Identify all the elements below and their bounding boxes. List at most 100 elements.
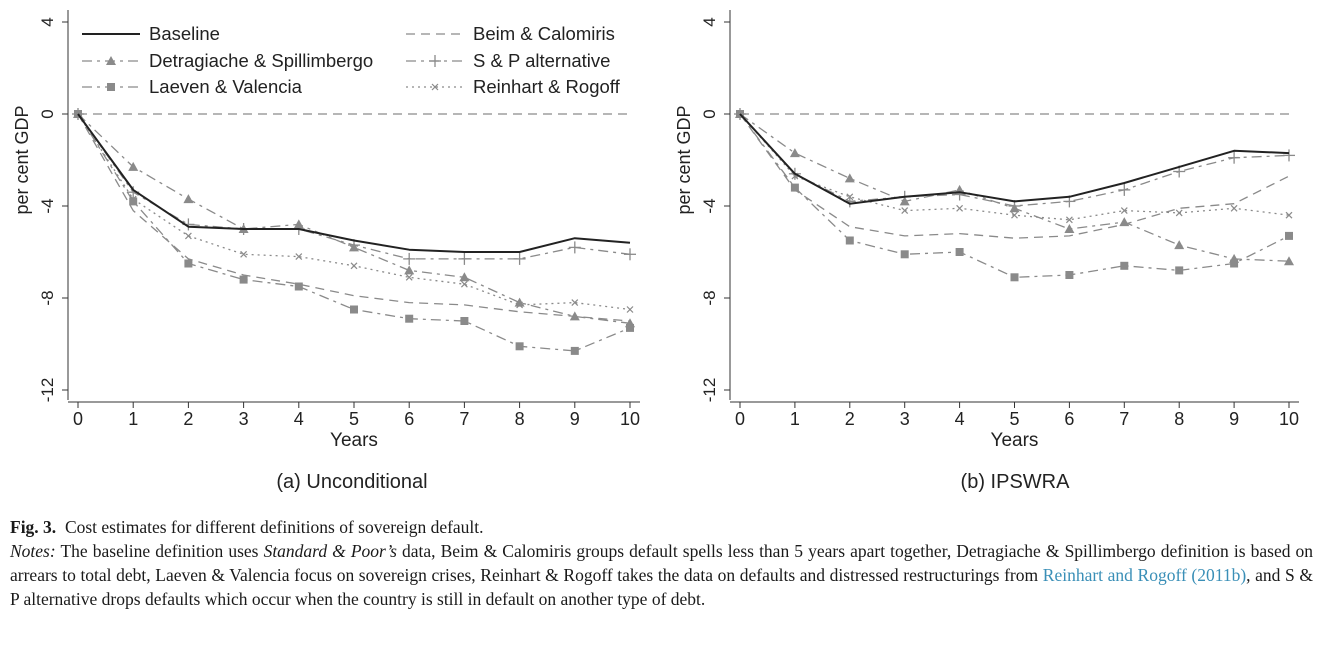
data-point-detragiache-and-spillimbergo bbox=[1174, 240, 1185, 250]
x-tick-label: 5 bbox=[349, 409, 359, 429]
data-point-s-and-p-alternative bbox=[1228, 151, 1241, 164]
data-point-s-and-p-alternative bbox=[513, 252, 526, 265]
y-axis-label: per cent GDP bbox=[674, 105, 694, 214]
x-tick-label: 1 bbox=[128, 409, 138, 429]
data-point-laeven-and-valencia bbox=[294, 282, 303, 291]
data-point-reinhart-and-rogoff bbox=[626, 306, 634, 313]
chart-panel-a: 4 0 -4 -8 -12 per cent GDP 0 1 2 3 4 5 6 7 8 9 10 Years (a… bbox=[12, 10, 640, 493]
data-point-s-and-p-alternative bbox=[1283, 149, 1295, 162]
legend-item-detragiache-and-spillimbergo: Detragiache & Spillimbergo bbox=[82, 50, 373, 71]
data-point-detragiache-and-spillimbergo bbox=[569, 311, 580, 321]
y-tick-label: 0 bbox=[38, 109, 57, 118]
x-tick-label: 6 bbox=[1064, 409, 1074, 429]
series-line-detragiache-and-spillimbergo bbox=[739, 113, 1290, 262]
series-s-and-p-alternative bbox=[734, 108, 1295, 212]
panel-title: (b) IPSWRA bbox=[961, 471, 1071, 493]
data-point-laeven-and-valencia bbox=[1065, 271, 1074, 279]
x-tick-label: 2 bbox=[845, 409, 855, 429]
data-point-reinhart-and-rogoff bbox=[350, 262, 358, 270]
x-tick-label: 10 bbox=[620, 409, 640, 429]
data-point-laeven-and-valencia bbox=[184, 259, 193, 268]
chart-panel-b: 4 0 -4 -8 -12 per cent GDP 0 1 2 3 4 5 6 7 8 9 10 Years (b… bbox=[674, 10, 1299, 493]
notes-text-3: , and S & P alternative drops defaults w… bbox=[10, 565, 1314, 609]
data-point-laeven-and-valencia bbox=[1120, 261, 1129, 270]
data-point-detragiache-and-spillimbergo bbox=[789, 148, 800, 158]
data-point-reinhart-and-rogoff-b bbox=[350, 262, 358, 270]
data-point-laeven-and-valencia bbox=[845, 236, 854, 245]
data-point-laeven-and-valencia bbox=[790, 183, 799, 192]
series-line-s-and-p-alternative bbox=[77, 113, 631, 260]
y-tick-label: -8 bbox=[38, 290, 57, 305]
data-point-reinhart-and-rogoff-b bbox=[129, 195, 137, 203]
legend-label: Baseline bbox=[149, 23, 220, 44]
data-point-detragiache-and-spillimbergo bbox=[1284, 256, 1294, 266]
x-tick-label: 8 bbox=[515, 409, 525, 429]
y-tick-label: -4 bbox=[38, 198, 57, 213]
data-point-reinhart-and-rogoff-b bbox=[571, 299, 579, 307]
data-point-laeven-and-valencia bbox=[1175, 266, 1184, 275]
data-point-reinhart-and-rogoff bbox=[1175, 209, 1183, 217]
x-tick-label: 3 bbox=[239, 409, 249, 429]
data-point-laeven-and-valencia bbox=[129, 197, 138, 206]
legend-label: Laeven & Valencia bbox=[149, 76, 303, 97]
legend-label: Beim & Calomiris bbox=[473, 23, 615, 44]
series-detragiache-and-spillimbergo bbox=[73, 109, 635, 328]
series-line-beim-and-calomiris bbox=[739, 113, 1290, 239]
data-point-reinhart-and-rogoff bbox=[1065, 216, 1073, 224]
legend-item-baseline: Baseline bbox=[82, 23, 220, 44]
y-tick-label: 0 bbox=[700, 109, 719, 118]
x-tick-label: 10 bbox=[1279, 409, 1299, 429]
data-point-detragiache-and-spillimbergo bbox=[404, 265, 415, 275]
citation-link[interactable]: Reinhart and Rogoff (2011b) bbox=[1042, 565, 1247, 585]
data-point-reinhart-and-rogoff-b bbox=[1175, 209, 1183, 217]
data-point-laeven-and-valencia bbox=[570, 346, 579, 355]
legend-label: S & P alternative bbox=[473, 50, 610, 71]
series-line-detragiache-and-spillimbergo bbox=[77, 113, 631, 324]
data-point-s-and-p-alternative bbox=[403, 252, 416, 265]
data-point-laeven-and-valencia bbox=[460, 317, 469, 325]
legend-marker bbox=[429, 55, 441, 67]
data-point-reinhart-and-rogoff bbox=[405, 273, 413, 281]
data-point-reinhart-and-rogoff-b bbox=[1011, 211, 1018, 219]
data-point-reinhart-and-rogoff-b bbox=[846, 193, 854, 201]
data-point-s-and-p-alternative bbox=[568, 241, 581, 254]
data-point-laeven-and-valencia bbox=[900, 250, 909, 259]
data-point-reinhart-and-rogoff bbox=[901, 207, 909, 215]
y-axis-label: per cent GDP bbox=[12, 105, 32, 214]
legend-label: Reinhart & Rogoff bbox=[473, 76, 621, 97]
figure-label: Fig. 3. bbox=[10, 517, 57, 537]
x-tick-label: 9 bbox=[1229, 409, 1239, 429]
legend-marker bbox=[106, 56, 116, 65]
data-point-laeven-and-valencia bbox=[626, 323, 634, 332]
x-tick-label: 7 bbox=[459, 409, 469, 429]
figure-caption: Fig. 3. Cost estimates for different def… bbox=[10, 515, 1313, 611]
x-tick-label: 7 bbox=[1119, 409, 1129, 429]
data-point-laeven-and-valencia bbox=[239, 275, 248, 284]
data-point-reinhart-and-rogoff bbox=[1011, 211, 1018, 219]
data-point-reinhart-and-rogoff-b bbox=[516, 301, 524, 309]
series-beim-and-calomiris bbox=[77, 113, 631, 322]
data-point-detragiache-and-spillimbergo bbox=[1119, 217, 1130, 227]
figure-title: Cost estimates for different definitions… bbox=[64, 517, 484, 537]
data-point-reinhart-and-rogoff bbox=[1120, 207, 1128, 215]
data-point-reinhart-and-rogoff-b bbox=[405, 273, 413, 281]
data-point-laeven-and-valencia bbox=[350, 305, 358, 314]
x-tick-label: 1 bbox=[790, 409, 800, 429]
y-tick-label: -12 bbox=[38, 378, 57, 403]
legend-item-s-and-p-alternative: S & P alternative bbox=[406, 50, 610, 71]
data-point-reinhart-and-rogoff bbox=[295, 253, 303, 261]
legend-marker-b bbox=[431, 83, 439, 91]
x-tick-label: 9 bbox=[570, 409, 580, 429]
data-point-reinhart-and-rogoff-b bbox=[1285, 211, 1293, 219]
data-point-reinhart-and-rogoff-b bbox=[956, 204, 964, 212]
series-reinhart-and-rogoff bbox=[736, 110, 1293, 224]
panel-title: (a) Unconditional bbox=[276, 471, 427, 493]
legend-marker bbox=[107, 83, 115, 91]
series-laeven-and-valencia bbox=[74, 110, 634, 355]
series-line-s-and-p-alternative bbox=[739, 113, 1290, 207]
data-point-reinhart-and-rogoff bbox=[184, 232, 192, 240]
series-line-reinhart-and-rogoff bbox=[739, 113, 1290, 221]
x-tick-label: 6 bbox=[404, 409, 414, 429]
notes-italic-source: Standard & Poor’s bbox=[263, 541, 397, 561]
